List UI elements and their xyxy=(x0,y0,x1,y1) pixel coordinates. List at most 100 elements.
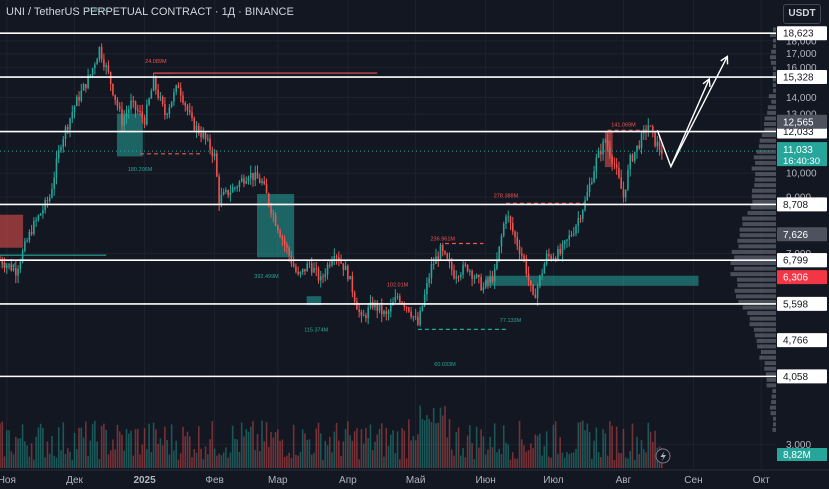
candle[interactable] xyxy=(331,256,333,268)
candle[interactable] xyxy=(306,261,308,272)
candle[interactable] xyxy=(602,138,604,161)
candle[interactable] xyxy=(480,273,482,292)
candle[interactable] xyxy=(606,133,609,152)
candle[interactable] xyxy=(618,161,620,180)
candle[interactable] xyxy=(202,127,205,140)
time-axis[interactable]: Ноя Дек 2025 Фев Мар Апр Май Июн Июл Авг Сен Окт xyxy=(0,448,829,486)
candle[interactable] xyxy=(426,277,428,302)
price-mark-badge[interactable]: 4,766 xyxy=(777,333,827,348)
candle[interactable] xyxy=(389,298,392,318)
candle[interactable] xyxy=(281,234,284,246)
level-price-badge[interactable]: 4,058 xyxy=(777,369,827,384)
candle[interactable] xyxy=(437,251,440,267)
candle[interactable] xyxy=(394,289,397,303)
candle[interactable] xyxy=(76,94,78,107)
candle[interactable] xyxy=(179,82,182,103)
candle[interactable] xyxy=(322,273,324,284)
candle[interactable] xyxy=(10,258,13,272)
candle[interactable] xyxy=(464,261,467,268)
candle[interactable] xyxy=(159,92,162,101)
candle[interactable] xyxy=(557,245,559,262)
candle[interactable] xyxy=(78,91,80,107)
candle[interactable] xyxy=(629,153,632,177)
candle[interactable] xyxy=(581,209,584,223)
candle[interactable] xyxy=(378,305,381,314)
candle[interactable] xyxy=(24,237,26,253)
candle[interactable] xyxy=(572,226,575,237)
candle[interactable] xyxy=(595,153,598,179)
candle[interactable] xyxy=(502,221,505,238)
candle[interactable] xyxy=(466,264,469,273)
candle[interactable] xyxy=(640,130,643,155)
candle[interactable] xyxy=(453,264,455,280)
candle[interactable] xyxy=(410,306,412,320)
candle[interactable] xyxy=(647,118,650,137)
candle[interactable] xyxy=(457,275,460,283)
candle[interactable] xyxy=(543,261,546,274)
candle[interactable] xyxy=(421,305,424,312)
candle[interactable] xyxy=(184,101,187,112)
candle[interactable] xyxy=(507,210,510,223)
candle[interactable] xyxy=(141,104,144,124)
candle[interactable] xyxy=(94,62,96,75)
candle[interactable] xyxy=(620,169,622,189)
candle[interactable] xyxy=(100,43,103,63)
candle[interactable] xyxy=(489,270,491,288)
candle[interactable] xyxy=(42,204,44,219)
candle[interactable] xyxy=(469,268,471,276)
candle[interactable] xyxy=(173,88,175,106)
candle[interactable] xyxy=(8,263,10,270)
candle[interactable] xyxy=(299,271,302,278)
candle[interactable] xyxy=(270,202,272,218)
candle[interactable] xyxy=(170,101,173,108)
candle[interactable] xyxy=(383,309,385,317)
price-mark-badge[interactable]: 6,799 xyxy=(777,253,827,268)
candle[interactable] xyxy=(1,256,4,269)
candle[interactable] xyxy=(166,112,168,119)
candle[interactable] xyxy=(216,150,218,178)
candle[interactable] xyxy=(344,260,347,271)
candle[interactable] xyxy=(385,306,388,321)
candle[interactable] xyxy=(380,298,383,323)
candle[interactable] xyxy=(568,229,571,247)
candle[interactable] xyxy=(105,62,107,75)
candle[interactable] xyxy=(191,106,193,122)
candle[interactable] xyxy=(511,216,514,235)
candle[interactable] xyxy=(399,293,401,305)
candle[interactable] xyxy=(622,181,625,203)
candle[interactable] xyxy=(455,270,458,284)
candle[interactable] xyxy=(229,184,232,202)
candle[interactable] xyxy=(417,311,419,327)
candle[interactable] xyxy=(552,253,555,260)
candle[interactable] xyxy=(286,241,288,254)
candle[interactable] xyxy=(405,306,408,313)
candle[interactable] xyxy=(428,273,430,288)
candle[interactable] xyxy=(204,131,207,145)
price-mark-badge[interactable]: 7,626 xyxy=(777,227,827,242)
candle[interactable] xyxy=(593,165,595,184)
candle[interactable] xyxy=(496,252,498,271)
candle[interactable] xyxy=(600,143,602,162)
candle[interactable] xyxy=(222,188,225,196)
candle[interactable] xyxy=(188,103,191,116)
candle[interactable] xyxy=(277,224,279,234)
candle[interactable] xyxy=(367,303,369,325)
candle[interactable] xyxy=(127,105,130,119)
candle[interactable] xyxy=(342,263,345,277)
candle[interactable] xyxy=(164,97,166,120)
candle[interactable] xyxy=(475,273,478,279)
candle[interactable] xyxy=(53,171,56,196)
candle[interactable] xyxy=(80,83,83,103)
candle[interactable] xyxy=(37,214,40,222)
candle[interactable] xyxy=(351,271,354,298)
candle[interactable] xyxy=(19,258,22,274)
candle[interactable] xyxy=(432,257,435,270)
candle[interactable] xyxy=(315,261,318,277)
candle[interactable] xyxy=(518,239,521,262)
candle[interactable] xyxy=(157,83,159,101)
candle[interactable] xyxy=(387,309,390,321)
candle[interactable] xyxy=(177,82,180,89)
candle[interactable] xyxy=(112,83,114,97)
candle[interactable] xyxy=(516,231,519,251)
